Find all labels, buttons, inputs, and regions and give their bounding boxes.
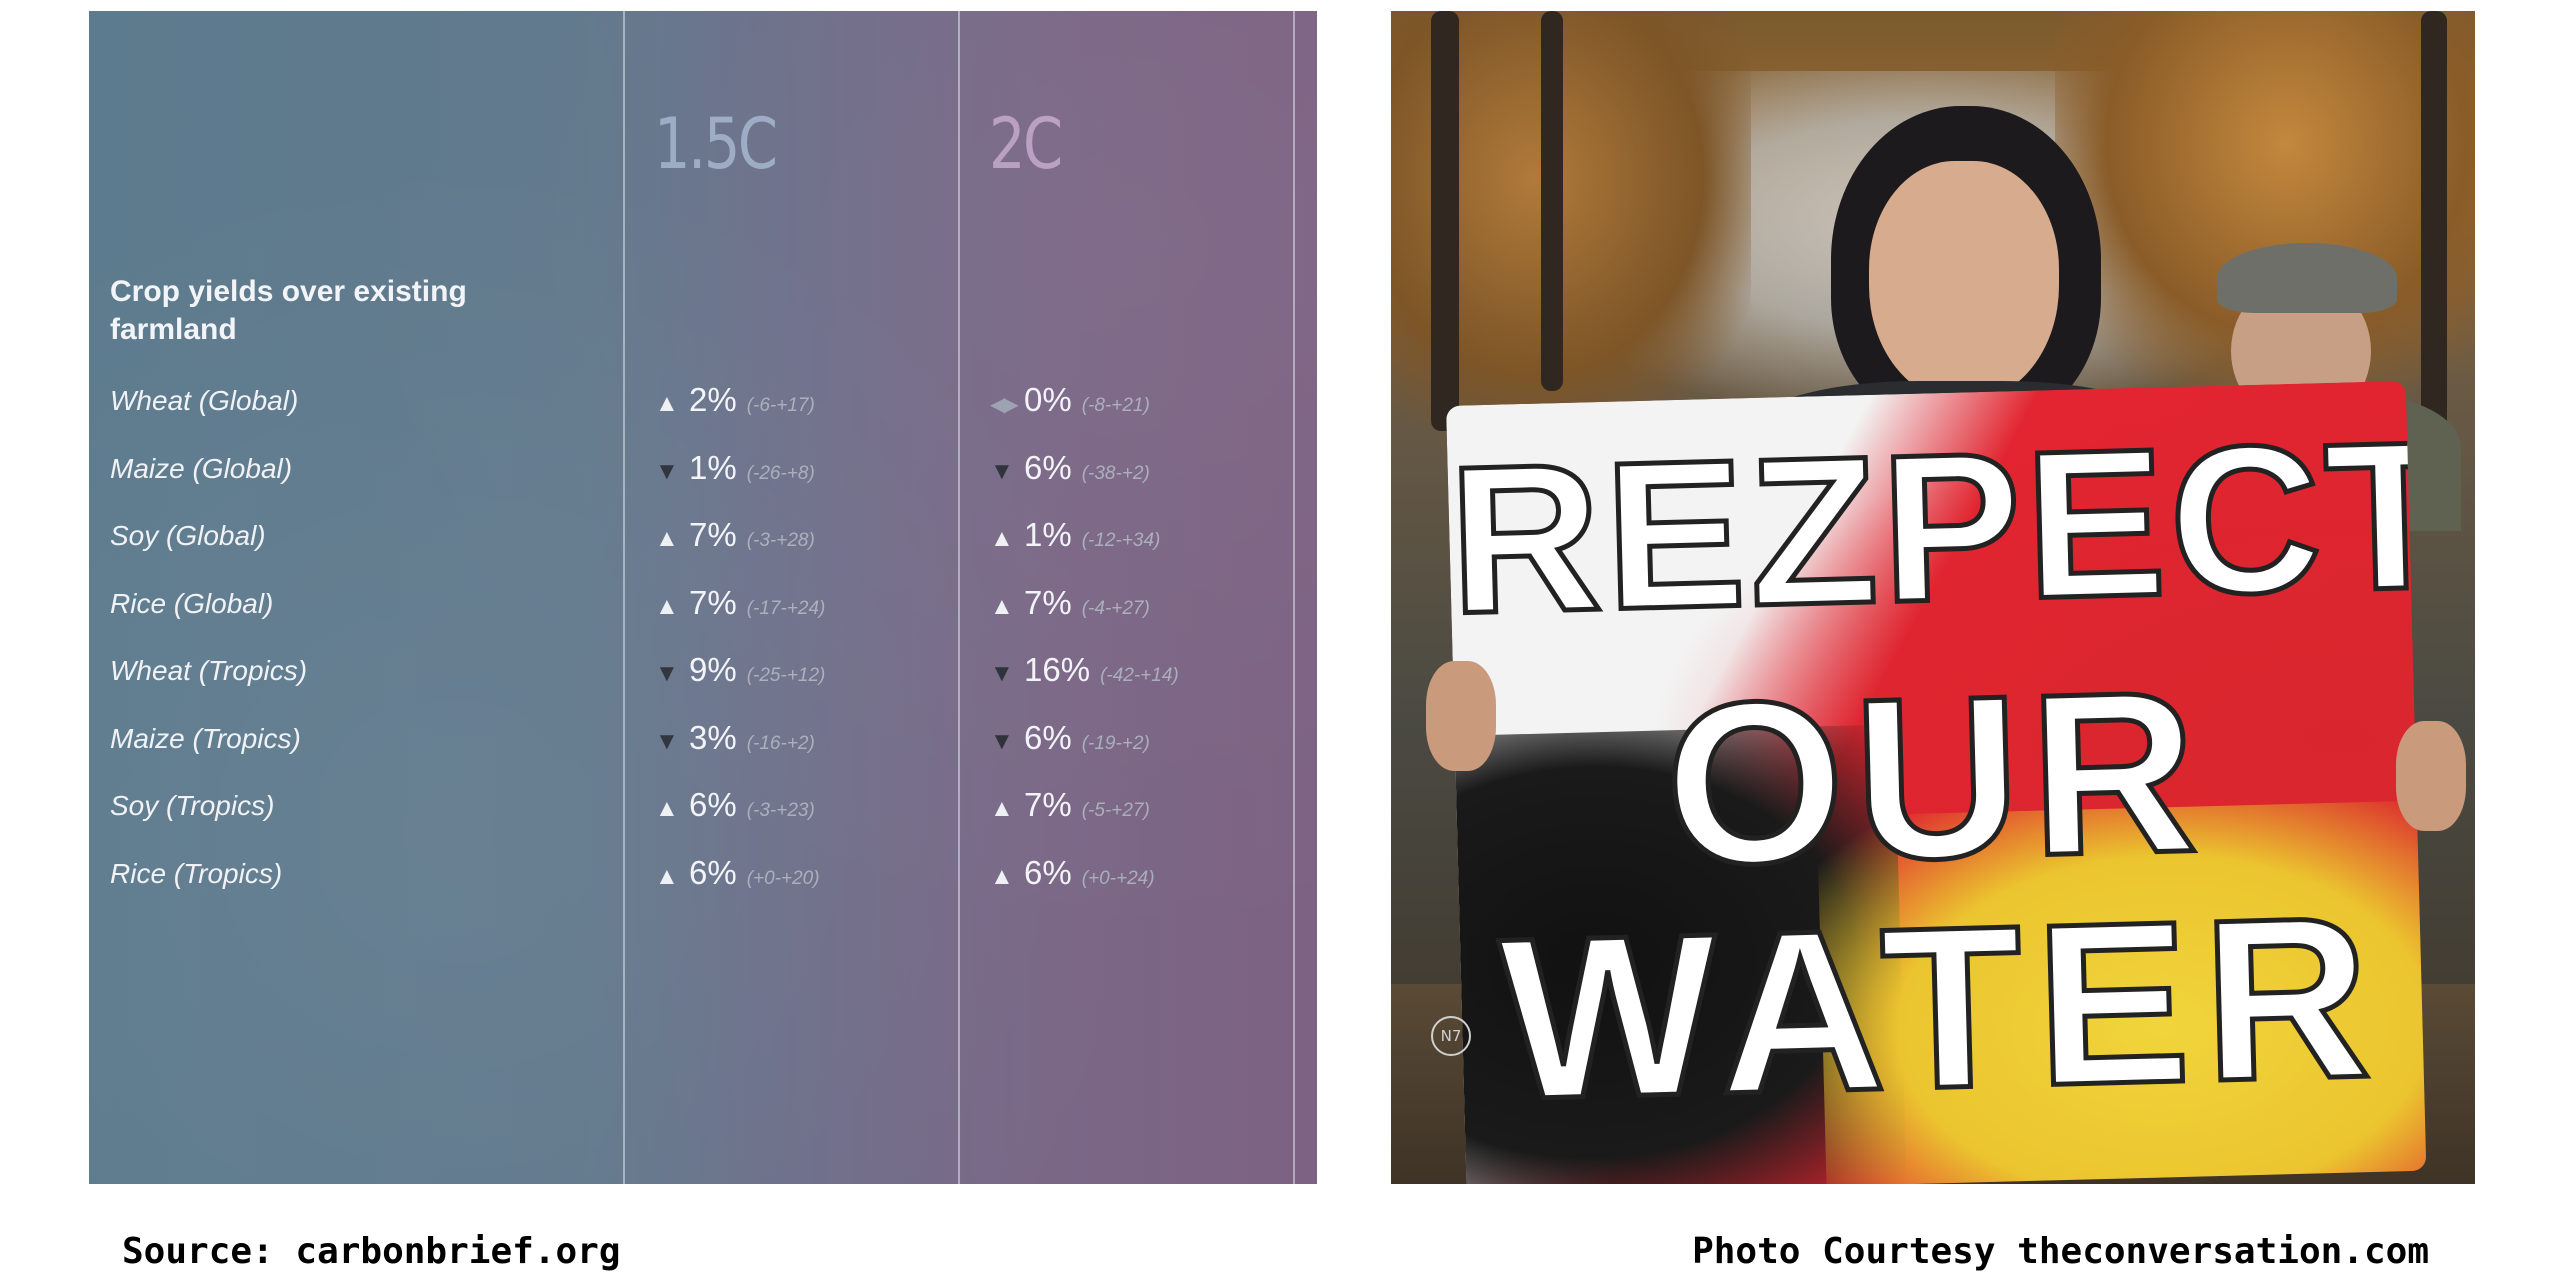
yield-cell-1-5c: ▲ 7% (-3-+28) [655,516,815,554]
yield-cell-2c: ▲ 1% (-12-+34) [990,516,1160,554]
yield-cell-1-5c: ▼ 3% (-16-+2) [655,719,815,757]
tree-trunk [1541,11,1563,391]
triangle-up-icon: ▲ [655,525,679,552]
photo-credit-caption: Photo Courtesy theconversation.com [1692,1231,2429,1272]
yield-change-value: 6% [689,786,737,823]
yield-cell-2c: ▲ 6% (+0-+24) [990,854,1155,892]
triangle-up-icon: ▲ [990,592,1014,620]
yield-change-value: 1% [1024,516,1072,553]
yield-cell-2c: ▲ 7% (-4-+27) [990,584,1150,622]
sign-text-line: WATER [1494,865,2389,1150]
sign-text-line: REZPECT [1446,394,2427,660]
right-hand [2396,721,2466,831]
yield-cell-1-5c: ▲ 6% (+0-+20) [655,854,820,892]
triangle-down-icon: ▼ [655,727,679,755]
tree-trunk [1431,11,1459,431]
man-cap [2217,243,2397,313]
source-caption: Source: carbonbrief.org [122,1231,621,1272]
scenario-header-1-5c: 1.5C [654,103,778,185]
scenario-header-2c: 2C [989,103,1063,185]
triangle-up-icon: ▲ [990,795,1014,822]
crop-label: Wheat (Global) [110,385,299,416]
yield-change-value: 7% [1024,583,1072,621]
protest-sign: REZPECT OUR WATER [1446,380,2427,1184]
left-hand [1426,661,1496,771]
yield-range: (-19-+2) [1081,732,1150,754]
yield-range: (-6-+17) [746,395,815,416]
woman-face [1869,161,2059,401]
yield-change-value: 7% [689,583,737,621]
yield-change-value: 7% [1024,786,1072,823]
triangle-down-icon: ▼ [990,660,1014,687]
column-divider [958,11,960,1184]
yield-range: (-16-+2) [746,732,815,754]
yield-cell-2c: ▼ 6% (-38-+2) [990,449,1150,487]
yield-range: (-38-+2) [1081,462,1150,484]
triangle-up-icon: ▲ [655,592,679,620]
yield-change-value: 9% [689,651,737,688]
crop-label: Wheat (Tropics) [110,655,308,686]
yield-cell-1-5c: ▼ 9% (-25-+12) [655,651,825,689]
yield-change-value: 6% [1024,853,1072,891]
yield-cell-2c: ▼ 6% (-19-+2) [990,719,1150,757]
yield-range: (-3-+23) [746,800,815,821]
yield-change-value: 2% [689,381,737,418]
yield-cell-1-5c: ▲ 2% (-6-+17) [655,381,815,419]
yield-cell-2c: ▼ 16% (-42-+14) [990,651,1179,689]
yield-cell-2c: ▲ 7% (-5-+27) [990,786,1150,824]
triangle-up-icon: ▲ [655,390,679,417]
yield-range: (-17-+24) [746,597,826,619]
section-title: Crop yields over existing farmland [110,275,467,346]
triangle-down-icon: ▼ [990,727,1014,755]
yield-change-value: 3% [689,718,737,756]
yield-cell-1-5c: ▼ 1% (-26-+8) [655,449,815,487]
yield-range: (-25-+12) [746,665,826,686]
crop-yields-table-image: 1.5C 2C Crop yields over existing farmla… [89,11,1317,1184]
crop-label: Maize (Tropics) [110,722,301,754]
triangle-down-icon: ▼ [655,457,679,485]
yield-cell-1-5c: ▲ 7% (-17-+24) [655,584,825,622]
yield-change-value: 6% [689,853,737,891]
yield-range: (-8-+21) [1081,395,1150,416]
triangle-up-icon: ▲ [990,525,1014,552]
crop-label: Soy (Tropics) [110,790,275,821]
column-divider [623,11,625,1184]
yield-cell-2c: ◀▶ 0% (-8-+21) [990,381,1150,419]
yield-range: (-3-+28) [746,530,815,551]
left-right-arrow-icon: ◀▶ [990,394,1019,416]
yield-range: (+0-+24) [1081,867,1155,889]
triangle-up-icon: ▲ [655,862,679,890]
column-divider [1293,11,1295,1184]
n7-logo: N7 [1431,1016,1471,1056]
yield-change-value: 6% [1024,718,1072,756]
yield-range: (+0-+20) [746,867,820,889]
yield-change-value: 7% [689,516,737,553]
yield-range: (-4-+27) [1081,597,1150,619]
crop-label: Rice (Global) [110,587,274,619]
yield-range: (-5-+27) [1081,800,1150,821]
yield-cell-1-5c: ▲ 6% (-3-+23) [655,786,815,824]
crop-label: Rice (Tropics) [110,857,283,889]
triangle-up-icon: ▲ [990,862,1014,890]
protest-photo: REZPECT OUR WATER N7 [1391,11,2475,1184]
triangle-up-icon: ▲ [655,795,679,822]
tree-trunk [2421,11,2447,471]
triangle-down-icon: ▼ [990,457,1014,485]
yield-range: (-26-+8) [746,462,815,484]
triangle-down-icon: ▼ [655,660,679,687]
sign-text-line: OUR [1660,640,2213,916]
yield-change-value: 1% [689,448,737,486]
yield-range: (-42-+14) [1100,665,1179,686]
yield-change-value: 16% [1024,651,1091,688]
yield-range: (-12-+34) [1081,530,1161,551]
crop-label: Soy (Global) [110,520,266,551]
crop-label: Maize (Global) [110,452,293,484]
yield-change-value: 6% [1024,448,1072,486]
yield-change-value: 0% [1024,381,1072,418]
